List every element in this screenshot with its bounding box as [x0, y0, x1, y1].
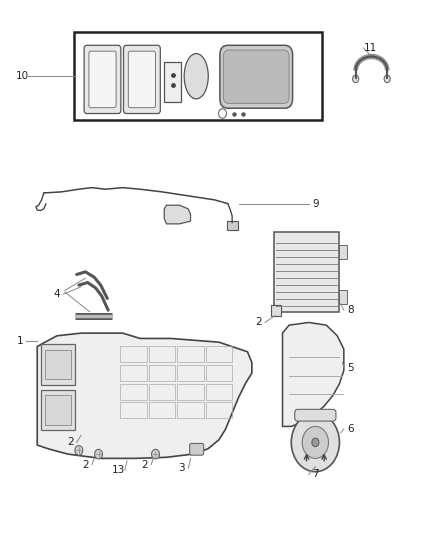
Circle shape	[152, 449, 159, 459]
Bar	[339, 245, 347, 259]
Polygon shape	[37, 333, 252, 458]
Text: 9: 9	[312, 199, 319, 208]
FancyBboxPatch shape	[45, 395, 71, 425]
Polygon shape	[283, 322, 344, 426]
Polygon shape	[164, 205, 191, 224]
Circle shape	[75, 446, 83, 455]
FancyBboxPatch shape	[41, 390, 75, 430]
FancyBboxPatch shape	[45, 350, 71, 379]
Text: 6: 6	[347, 424, 354, 434]
Bar	[177, 365, 204, 381]
FancyBboxPatch shape	[84, 45, 121, 114]
Text: 2: 2	[82, 460, 89, 470]
Circle shape	[302, 426, 328, 458]
Bar	[120, 346, 147, 362]
FancyBboxPatch shape	[190, 443, 204, 455]
Text: 3: 3	[178, 463, 185, 473]
Bar	[177, 346, 204, 362]
Circle shape	[291, 413, 339, 472]
Bar	[206, 384, 232, 400]
Bar	[177, 384, 204, 400]
Text: 8: 8	[347, 305, 354, 315]
Text: 10: 10	[15, 71, 28, 81]
Circle shape	[312, 438, 319, 447]
FancyBboxPatch shape	[41, 344, 75, 385]
Bar	[206, 346, 232, 362]
Bar	[206, 402, 232, 418]
Text: 1: 1	[16, 336, 23, 346]
FancyBboxPatch shape	[89, 51, 116, 108]
Ellipse shape	[184, 54, 208, 99]
Text: 13: 13	[112, 465, 125, 475]
Circle shape	[95, 449, 102, 459]
Bar	[177, 402, 204, 418]
FancyBboxPatch shape	[124, 45, 160, 114]
Bar	[339, 290, 347, 304]
FancyBboxPatch shape	[274, 232, 339, 312]
Circle shape	[384, 75, 390, 83]
FancyBboxPatch shape	[227, 221, 238, 230]
Text: 2: 2	[67, 438, 74, 447]
Text: 2: 2	[255, 318, 262, 327]
Bar	[149, 402, 175, 418]
Bar	[206, 365, 232, 381]
FancyBboxPatch shape	[295, 409, 336, 421]
FancyBboxPatch shape	[271, 305, 281, 316]
Text: 5: 5	[347, 363, 354, 373]
Bar	[149, 346, 175, 362]
Text: 2: 2	[141, 460, 148, 470]
Bar	[74, 32, 322, 120]
Bar	[149, 384, 175, 400]
Bar	[149, 365, 175, 381]
Bar	[120, 402, 147, 418]
Bar	[120, 384, 147, 400]
FancyBboxPatch shape	[164, 62, 181, 102]
Text: 4: 4	[53, 289, 60, 299]
FancyBboxPatch shape	[128, 51, 155, 108]
Text: 11: 11	[364, 43, 377, 53]
Bar	[120, 365, 147, 381]
Circle shape	[353, 75, 359, 83]
Text: 7: 7	[312, 470, 319, 479]
FancyBboxPatch shape	[220, 45, 293, 108]
FancyBboxPatch shape	[223, 50, 289, 103]
